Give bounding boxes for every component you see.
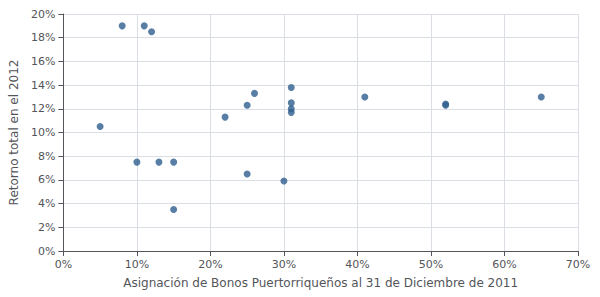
svg-text:10%: 10% xyxy=(125,258,149,271)
svg-text:Retorno total en el 2012: Retorno total en el 2012 xyxy=(7,60,21,206)
svg-text:20%: 20% xyxy=(31,8,55,21)
svg-text:10%: 10% xyxy=(31,126,55,139)
svg-text:14%: 14% xyxy=(31,79,55,92)
svg-text:50%: 50% xyxy=(419,258,443,271)
svg-text:6%: 6% xyxy=(38,173,55,186)
svg-text:8%: 8% xyxy=(38,150,55,163)
svg-text:0%: 0% xyxy=(55,258,72,271)
svg-text:2%: 2% xyxy=(38,221,55,234)
svg-text:60%: 60% xyxy=(492,258,516,271)
svg-text:16%: 16% xyxy=(31,55,55,68)
svg-text:40%: 40% xyxy=(345,258,369,271)
svg-text:18%: 18% xyxy=(31,31,55,44)
svg-text:Asignación de Bonos Puertorriq: Asignación de Bonos Puertorriqueños al 3… xyxy=(123,276,518,290)
svg-text:20%: 20% xyxy=(198,258,222,271)
svg-text:70%: 70% xyxy=(566,258,590,271)
svg-text:12%: 12% xyxy=(31,102,55,115)
svg-text:30%: 30% xyxy=(272,258,296,271)
svg-text:0%: 0% xyxy=(38,245,55,258)
svg-text:4%: 4% xyxy=(38,197,55,210)
